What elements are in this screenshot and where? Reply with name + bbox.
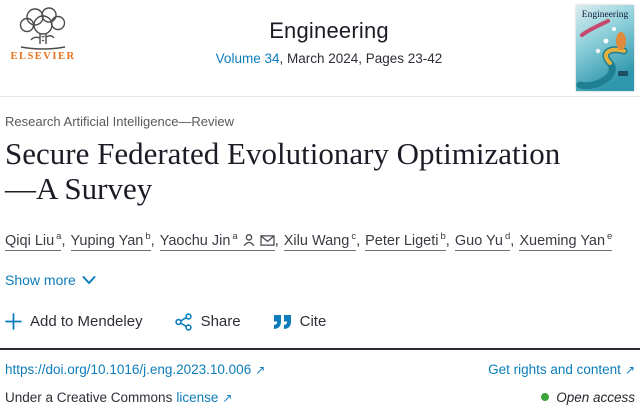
elsevier-logo[interactable]: ELSEVIER bbox=[4, 4, 82, 62]
cite-quotes-icon bbox=[273, 314, 291, 329]
doi-link[interactable]: https://doi.org/10.1016/j.eng.2023.10.00… bbox=[5, 361, 266, 377]
author-link-yuping-yan[interactable]: Yuping Yan b bbox=[70, 231, 151, 251]
doi-row: https://doi.org/10.1016/j.eng.2023.10.00… bbox=[0, 362, 640, 377]
author-link-xilu-wang[interactable]: Xilu Wang c bbox=[283, 231, 357, 251]
author-link-xueming-yan[interactable]: Xueming Yan e bbox=[519, 231, 613, 251]
article-category: Research Artificial Intelligence—Review bbox=[5, 114, 235, 129]
journal-cover-thumbnail[interactable]: Engineering bbox=[576, 5, 634, 91]
author-link-peter-ligeti[interactable]: Peter Ligeti b bbox=[365, 231, 446, 251]
action-bar: Add to Mendeley Share Cite bbox=[5, 313, 635, 331]
journal-title-link[interactable]: Engineering bbox=[269, 18, 389, 43]
license-row: Under a Creative Commons license ↗ Open ac… bbox=[0, 390, 640, 405]
share-icon bbox=[174, 313, 192, 331]
author-link-yaochu-jin[interactable]: Yaochu Jin a bbox=[159, 231, 275, 251]
license-statement: Under a Creative Commons license ↗ bbox=[5, 389, 233, 405]
open-access-badge: Open access bbox=[541, 390, 635, 405]
issue-text: , March 2024, Pages 23-42 bbox=[279, 51, 443, 66]
journal-header: ELSEVIER Engineering Volume 34, March 20… bbox=[0, 0, 640, 97]
external-link-icon: ↗ bbox=[255, 362, 266, 377]
author-list: Qiqi Liu a, Yuping Yan b, Yaochu Jin a, Xil… bbox=[5, 231, 613, 251]
get-rights-link[interactable]: Get rights and content ↗ bbox=[488, 361, 635, 377]
journal-info: Engineering Volume 34, March 2024, Pages… bbox=[82, 4, 576, 66]
cover-title-text: Engineering bbox=[582, 10, 629, 20]
share-button[interactable]: Share bbox=[174, 313, 241, 331]
volume-link[interactable]: Volume 34 bbox=[215, 51, 280, 66]
article-title-line2: —A Survey bbox=[5, 171, 153, 207]
chevron-down-icon bbox=[82, 275, 96, 284]
section-divider bbox=[0, 347, 640, 350]
article-title: Secure Federated Evolutionary Optimizati… bbox=[5, 136, 635, 206]
external-link-icon: ↗ bbox=[222, 390, 233, 405]
email-icon bbox=[260, 235, 275, 246]
plus-icon bbox=[5, 313, 22, 331]
elsevier-wordmark: ELSEVIER bbox=[10, 51, 76, 62]
open-access-dot-icon bbox=[541, 393, 550, 402]
article-title-line1: Secure Federated Evolutionary Optimizati… bbox=[5, 136, 561, 171]
external-link-icon: ↗ bbox=[624, 362, 635, 377]
cite-button[interactable]: Cite bbox=[273, 313, 326, 330]
show-more-button[interactable]: Show more bbox=[5, 272, 96, 288]
article-header: Research Artificial Intelligence—Review … bbox=[0, 114, 640, 331]
author-link-qiqi-liu[interactable]: Qiqi Liu a bbox=[5, 231, 62, 251]
journal-issue-line: Volume 34, March 2024, Pages 23-42 bbox=[82, 51, 576, 66]
license-link[interactable]: license ↗ bbox=[176, 389, 233, 405]
corresponding-author-icon bbox=[243, 233, 255, 246]
author-link-guo-yu[interactable]: Guo Yu d bbox=[454, 231, 511, 251]
open-access-label: Open access bbox=[556, 389, 635, 405]
add-to-mendeley-button[interactable]: Add to Mendeley bbox=[5, 313, 143, 330]
elsevier-tree-icon bbox=[19, 7, 66, 50]
